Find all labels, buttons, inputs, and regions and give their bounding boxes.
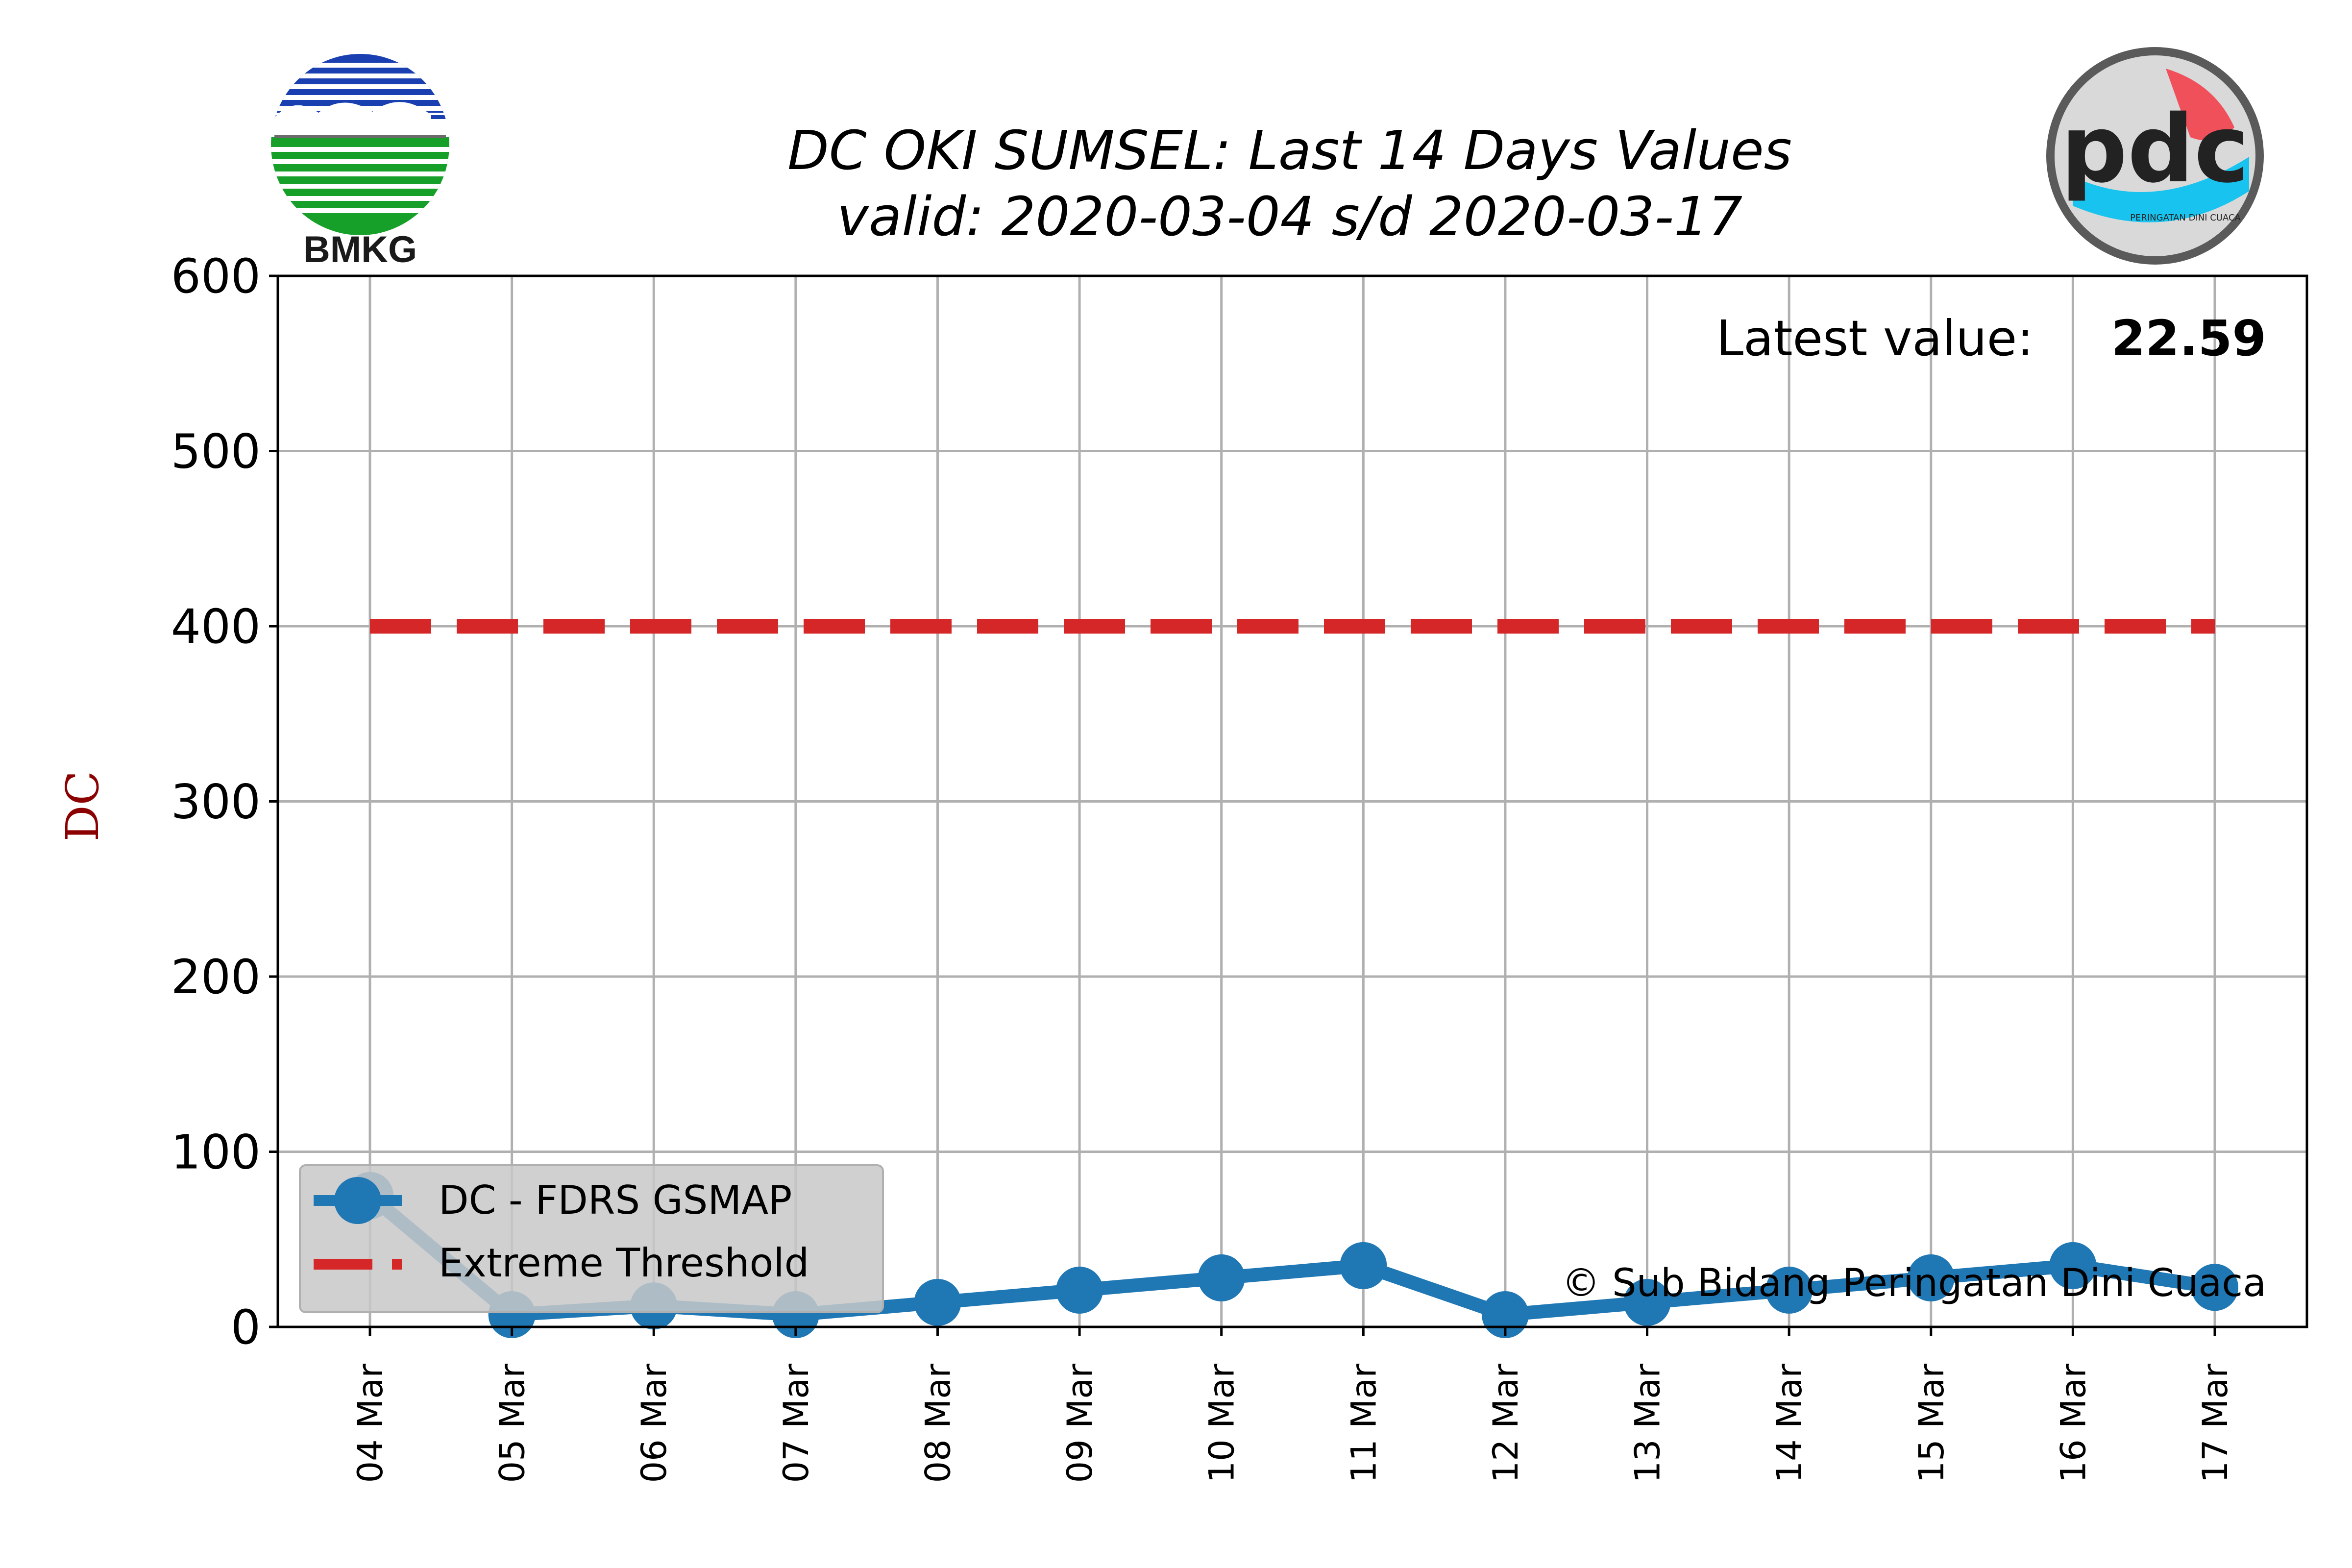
y-axis-label: DC xyxy=(56,771,109,841)
x-tick-label: 15 Mar xyxy=(1911,1364,1952,1483)
data-point-dc xyxy=(1907,1254,1955,1301)
x-tick-label: 05 Mar xyxy=(492,1364,533,1483)
x-tick-label: 07 Mar xyxy=(776,1364,816,1483)
x-tick-label: 08 Mar xyxy=(918,1364,958,1483)
data-point-dc xyxy=(1765,1266,1813,1314)
y-tick-label: 300 xyxy=(171,775,261,830)
y-tick-label: 500 xyxy=(171,424,261,479)
y-tick-label: 100 xyxy=(171,1125,261,1180)
pdc-logo: pdc PERINGATAN DINI CUACA xyxy=(2046,47,2264,265)
x-tick-label: 04 Mar xyxy=(350,1364,391,1483)
latest-value: 22.59 xyxy=(2111,310,2266,367)
x-axis: 04 Mar 05 Mar 06 Mar 07 Mar 08 Mar 09 Mar 10 M… xyxy=(350,1327,2235,1483)
x-tick-label: 13 Mar xyxy=(1628,1364,1668,1483)
x-tick-label: 17 Mar xyxy=(2195,1364,2235,1483)
bmkg-logo-text: BMKG xyxy=(303,229,417,270)
legend-label-dc: DC - FDRS GSMAP xyxy=(439,1177,792,1223)
data-point-dc xyxy=(1623,1278,1671,1326)
data-point-dc xyxy=(914,1278,961,1326)
chart-title: DC OKI SUMSEL: Last 14 Days Values xyxy=(787,119,1792,182)
chart-subtitle: valid: 2020-03-04 s/d 2020-03-17 xyxy=(837,185,1742,248)
x-tick-label: 14 Mar xyxy=(1769,1364,1810,1483)
credit-text: © Sub Bidang Peringatan Dini Cuaca xyxy=(1562,1261,2266,1305)
y-tick-label: 400 xyxy=(171,599,261,654)
data-point-dc xyxy=(1198,1254,1245,1301)
data-point-dc xyxy=(1056,1266,1103,1314)
legend: DC - FDRS GSMAP Extreme Threshold xyxy=(299,1164,884,1313)
y-tick-label: 0 xyxy=(231,1300,261,1355)
x-tick-label: 11 Mar xyxy=(1344,1364,1384,1483)
x-tick-label: 16 Mar xyxy=(2053,1364,2093,1483)
legend-label-threshold: Extreme Threshold xyxy=(439,1240,809,1286)
y-tick-label: 600 xyxy=(171,249,261,304)
data-point-dc xyxy=(2049,1242,2097,1289)
pdc-logo-subtext: PERINGATAN DINI CUACA xyxy=(2130,213,2241,223)
legend-marker-dc xyxy=(334,1177,381,1224)
x-tick-label: 06 Mar xyxy=(634,1364,674,1483)
latest-value-label: Latest value: xyxy=(1716,310,2034,367)
pdc-logo-text: pdc xyxy=(2061,95,2250,203)
x-tick-label: 09 Mar xyxy=(1060,1364,1100,1483)
data-point-dc xyxy=(2191,1264,2238,1311)
x-tick-label: 12 Mar xyxy=(1486,1364,1526,1483)
y-axis: 0 100 200 300 400 500 600 xyxy=(171,249,278,1355)
data-point-dc xyxy=(1340,1242,1387,1289)
y-tick-label: 200 xyxy=(171,950,261,1004)
x-tick-label: 10 Mar xyxy=(1202,1364,1242,1483)
